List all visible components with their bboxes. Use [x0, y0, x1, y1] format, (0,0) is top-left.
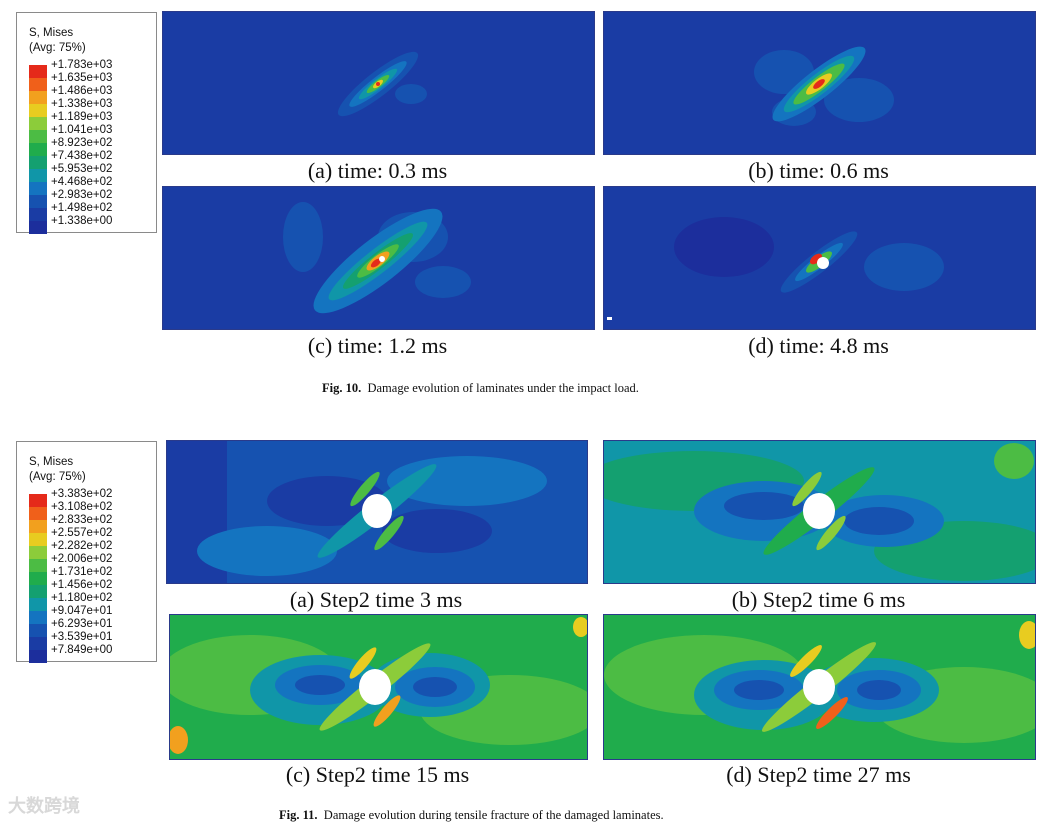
- legend-value: +1.498e+02: [51, 202, 113, 214]
- legend-value: +1.338e+03: [51, 98, 113, 110]
- fig11-caption-a: (a) Step2 time 3 ms: [289, 587, 463, 612]
- legend-value: +2.557e+02: [51, 527, 113, 539]
- legend-title: S, Mises: [29, 456, 74, 468]
- legend-values: +1.783e+03 +1.635e+03 +1.486e+03 +1.338e+03…: [51, 59, 112, 228]
- legend-value: +4.468e+02: [51, 176, 113, 188]
- fig10-caption-d: (d) time: 4.8 ms: [748, 333, 889, 358]
- legend-value: +2.282e+02: [51, 540, 113, 552]
- legend-value: +1.189e+03: [51, 111, 113, 123]
- legend-value: +1.338e+00: [51, 215, 113, 227]
- fig10-panel-c: [162, 186, 595, 330]
- figure-label: Fig. 11.: [279, 808, 318, 822]
- legend-value: +2.833e+02: [51, 514, 113, 526]
- fig10-caption-b: (b) time: 0.6 ms: [748, 158, 889, 183]
- legend-swatch: [29, 65, 47, 78]
- fig10-caption-a: (a) time: 0.3 ms: [307, 158, 448, 183]
- legend-swatch: [29, 221, 47, 234]
- legend-value: +6.293e+01: [51, 618, 113, 630]
- legend-swatch: [29, 104, 47, 117]
- legend-swatch: [29, 494, 47, 507]
- fig11-panel-c: [169, 614, 588, 760]
- figure-caption-text: Damage evolution of laminates under the …: [367, 381, 639, 395]
- legend-value: +7.849e+00: [51, 644, 113, 656]
- figure-label: Fig. 10.: [322, 381, 362, 395]
- fig10-panel-b: [603, 11, 1036, 155]
- legend-value: +3.383e+02: [51, 488, 113, 500]
- legend-swatch: [29, 78, 47, 91]
- legend-swatch: [29, 182, 47, 195]
- legend-value: +1.635e+03: [51, 72, 113, 84]
- legend-swatch: [29, 130, 47, 143]
- legend-value: +1.783e+03: [51, 59, 113, 71]
- legend-color-bar: [29, 494, 47, 663]
- legend-swatch: [29, 117, 47, 130]
- legend-value: +1.180e+02: [51, 592, 113, 604]
- legend-title: S, Mises: [29, 27, 74, 39]
- legend-value: +1.731e+02: [51, 566, 113, 578]
- fig11-panel-a: [166, 440, 588, 584]
- legend-swatch: [29, 637, 47, 650]
- legend-swatch: [29, 208, 47, 221]
- legend-swatch: [29, 611, 47, 624]
- watermark: 大数跨境: [8, 796, 80, 817]
- legend-swatch: [29, 559, 47, 572]
- legend-value: +5.953e+02: [51, 163, 113, 175]
- legend-value: +3.108e+02: [51, 501, 113, 513]
- fig11-legend: S, Mises (Avg: 75%) +3.383e+02 +3.108e+02…: [16, 441, 157, 663]
- fig11-figure-caption: Fig. 11. Damage evolution during tensile…: [279, 808, 664, 823]
- legend-swatch: [29, 169, 47, 182]
- legend-value: +8.923e+02: [51, 137, 113, 149]
- legend-value: +2.983e+02: [51, 189, 113, 201]
- legend-value: +9.047e+01: [51, 605, 113, 617]
- legend-swatch: [29, 520, 47, 533]
- legend-swatch: [29, 585, 47, 598]
- legend-subtitle: (Avg: 75%): [29, 471, 86, 483]
- legend-swatch: [29, 624, 47, 637]
- fig11-panel-d: [603, 614, 1036, 760]
- fig11-panel-b: [603, 440, 1036, 584]
- fig10-panel-d: [603, 186, 1036, 330]
- legend-value: +1.041e+03: [51, 124, 113, 136]
- legend-value: +2.006e+02: [51, 553, 113, 565]
- fig11-caption-b: (b) Step2 time 6 ms: [731, 587, 906, 612]
- legend-swatch: [29, 156, 47, 169]
- legend-value: +1.486e+03: [51, 85, 113, 97]
- fig11-caption-c: (c) Step2 time 15 ms: [285, 762, 470, 787]
- legend-values: +3.383e+02 +3.108e+02 +2.833e+02 +2.557e+02…: [51, 488, 112, 657]
- legend-value: +3.539e+01: [51, 631, 113, 643]
- legend-swatch: [29, 650, 47, 663]
- legend-value: +7.438e+02: [51, 150, 113, 162]
- legend-swatch: [29, 507, 47, 520]
- fig10-caption-c: (c) time: 1.2 ms: [307, 333, 448, 358]
- figure-caption-text: Damage evolution during tensile fracture…: [323, 808, 664, 822]
- fig10-legend: S, Mises (Avg: 75%) +1.783e+03 +1.635e+03…: [16, 12, 157, 234]
- legend-swatch: [29, 546, 47, 559]
- legend-swatch: [29, 143, 47, 156]
- legend-color-bar: [29, 65, 47, 234]
- legend-swatch: [29, 195, 47, 208]
- fig11-caption-d: (d) Step2 time 27 ms: [726, 762, 911, 787]
- legend-swatch: [29, 533, 47, 546]
- legend-value: +1.456e+02: [51, 579, 113, 591]
- legend-swatch: [29, 572, 47, 585]
- fig10-panel-a: [162, 11, 595, 155]
- legend-swatch: [29, 91, 47, 104]
- legend-swatch: [29, 598, 47, 611]
- legend-subtitle: (Avg: 75%): [29, 42, 86, 54]
- fig10-figure-caption: Fig. 10. Damage evolution of laminates u…: [322, 381, 639, 396]
